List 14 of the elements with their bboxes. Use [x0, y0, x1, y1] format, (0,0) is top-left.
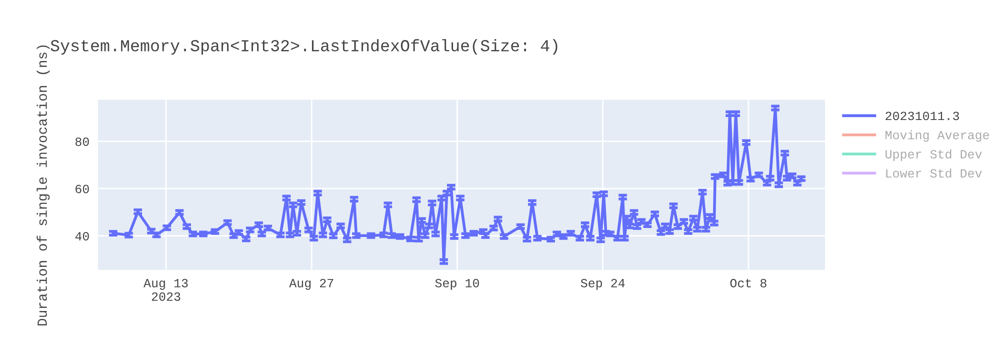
- x-tick-label: Oct 8: [730, 278, 766, 288]
- legend-label: Upper Std Dev: [886, 149, 982, 161]
- x-tick-label: Aug 27: [289, 278, 334, 290]
- y-axis-title: Duration of single invocation (ns): [36, 45, 50, 326]
- y-tick-label: 60: [76, 184, 89, 194]
- y-tick-label: 40: [75, 232, 89, 240]
- legend-label: Lower Std Dev: [886, 168, 982, 178]
- x-tick-label: Sep 24: [580, 278, 625, 290]
- chart-title: System.Memory.Span<Int32>.LastIndexOfValue(Size: 4): [50, 39, 558, 55]
- y-tick-label: 80: [75, 138, 89, 146]
- legend-label: Moving Average: [886, 130, 989, 142]
- legend-label: 20231011.3: [886, 112, 959, 120]
- x-tick-label: Sep 10: [435, 278, 479, 290]
- x-tick-label: Aug 13 2023: [144, 278, 188, 301]
